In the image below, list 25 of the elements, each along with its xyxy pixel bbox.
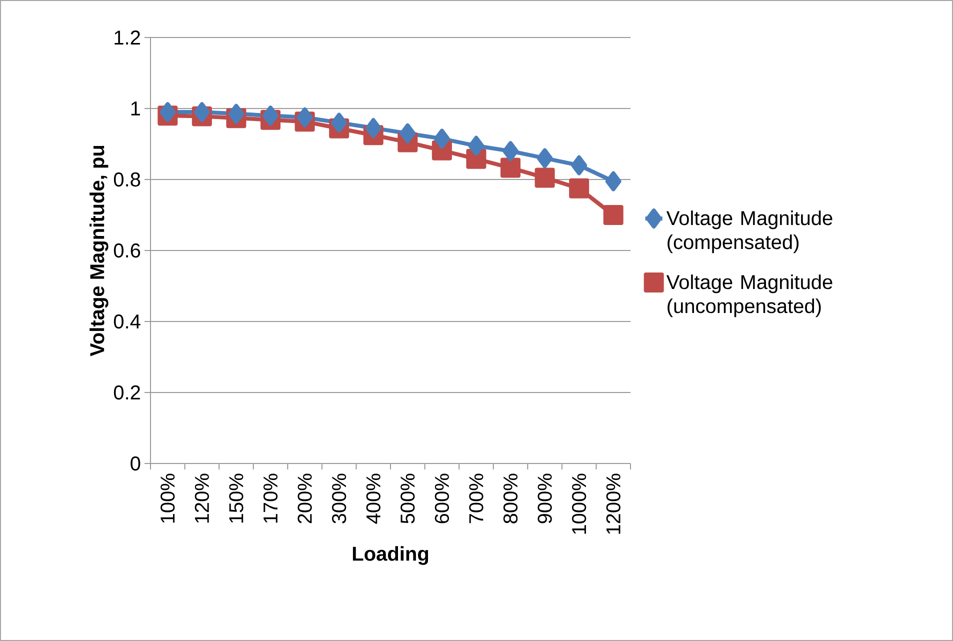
y-tick-label: 1.2 (114, 30, 140, 44)
x-tick-label: 900% (538, 474, 552, 524)
x-tick-label: 200% (298, 474, 312, 524)
x-tick-label: 500% (400, 474, 415, 524)
y-tick-label: 0.4 (114, 314, 140, 329)
x-tick-label: 120% (194, 474, 210, 523)
y-axis-title: Voltage Magnitude, pu (90, 146, 108, 356)
x-axis-title: Loading (352, 546, 428, 565)
x-tick-label: 600% (434, 474, 450, 524)
x-tick-label: 800% (503, 474, 518, 524)
x-tick-label: 300% (332, 474, 346, 524)
x-tick-label: 1000% (572, 474, 586, 534)
x-tick-label: 1200% (606, 474, 620, 534)
x-tick-label: 700% (469, 474, 484, 524)
x-tick-label: 400% (366, 474, 380, 524)
x-tick-label: 100% (160, 474, 175, 523)
legend-label: Voltage Magnitude (compensated) (666, 210, 832, 254)
y-tick-label: 0.6 (114, 243, 140, 258)
x-tick-label: 170% (263, 474, 278, 523)
y-tick-label: 0.2 (114, 385, 140, 400)
x-tick-label: 150% (229, 474, 244, 523)
y-tick-label: 0 (130, 456, 140, 471)
legend-label: Voltage Magnitude (uncompensated) (666, 274, 832, 318)
y-tick-label: 1 (131, 102, 140, 116)
y-tick-label: 0.8 (114, 172, 140, 187)
